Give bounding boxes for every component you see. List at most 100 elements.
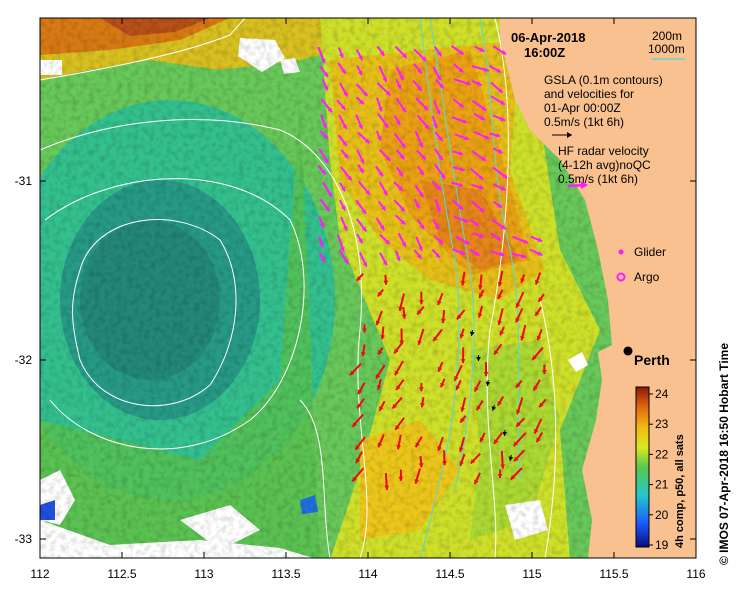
x-tick-label: 113: [194, 567, 213, 581]
model-arrow: [479, 432, 486, 443]
model-arrow: [394, 360, 404, 376]
hf-arrow: [321, 79, 329, 91]
hf-arrow: [321, 181, 333, 198]
model-arrow: [391, 396, 403, 410]
hf-arrow: [433, 234, 444, 245]
model-arrow: [515, 307, 524, 323]
hf-arrow: [377, 200, 387, 211]
model-arrow: [516, 397, 524, 415]
hf-arrow: [434, 163, 446, 180]
hf-arrow: [319, 65, 329, 78]
model-arrow: [459, 328, 465, 339]
model-arrow: [375, 364, 386, 380]
hf-arrow: [339, 182, 346, 192]
model-arrow: [394, 417, 405, 431]
model-arrow: [442, 450, 447, 466]
y-tick-label: -32: [15, 353, 33, 367]
hf-arrow: [338, 114, 348, 130]
hf-arrow: [355, 49, 364, 61]
hf-arrow: [339, 82, 349, 97]
model-arrow: [520, 324, 527, 341]
model-arrow: [493, 431, 503, 445]
hf-arrow: [378, 65, 388, 83]
gsla-legend-line-1: GSLA (0.1m contours): [544, 73, 663, 87]
model-arrow: [534, 272, 542, 285]
hf-arrow: [489, 132, 501, 138]
gsla-legend-arrow: [552, 132, 572, 138]
hf-arrow: [530, 235, 543, 243]
hf-arrow: [490, 81, 504, 94]
hf-arrow: [393, 199, 406, 213]
model-arrow: [418, 455, 424, 468]
hf-arrow: [355, 218, 368, 232]
hf-arrow: [336, 99, 347, 111]
hf-arrow: [434, 199, 441, 213]
hf-arrow: [337, 47, 344, 59]
model-arrow: [355, 451, 363, 464]
gsla-arrow: [491, 404, 497, 411]
model-arrow: [473, 380, 482, 393]
model-arrow: [477, 305, 484, 318]
glider-marker: [618, 249, 624, 255]
hf-arrow: [355, 199, 367, 215]
model-arrow: [469, 452, 481, 465]
model-arrow: [497, 270, 504, 287]
hf-arrow: [433, 148, 444, 161]
model-arrow: [533, 418, 543, 434]
hf-arrow: [469, 248, 480, 257]
model-arrow: [440, 309, 446, 324]
hf-arrow: [355, 114, 363, 130]
hf-arrow: [356, 65, 363, 76]
model-arrow: [535, 432, 544, 443]
hf-arrow: [395, 166, 404, 178]
hf-arrow: [432, 218, 440, 230]
hf-arrow: [413, 63, 423, 75]
colorbar-ticks: 24 23 22 21 20 19: [649, 387, 669, 552]
hf-arrow: [359, 252, 368, 268]
x-axis: 112 112.5 113 113.5 114 114.5 115 115.5 116: [30, 18, 706, 581]
hf-arrow: [395, 66, 405, 81]
hf-arrow: [338, 249, 350, 265]
hf-arrow: [318, 216, 325, 228]
model-arrow: [515, 417, 526, 428]
hf-arrow: [492, 147, 503, 154]
hf-arrow: [376, 82, 391, 96]
hf-arrow: [395, 250, 401, 262]
model-arrow: [478, 289, 485, 299]
hf-arrow: [472, 232, 484, 238]
hf-arrow: [431, 248, 441, 259]
hf-arrow: [416, 165, 425, 176]
hf-arrow: [319, 198, 331, 212]
hf-arrow: [452, 248, 466, 256]
x-tick-label: 116: [686, 567, 705, 581]
hf-arrow: [452, 150, 464, 156]
contour-legend-shallow: 1000m: [648, 42, 685, 56]
model-arrow: [459, 415, 467, 424]
model-arrow: [542, 364, 547, 375]
model-arrow: [383, 274, 389, 285]
hf-arrow: [336, 234, 345, 252]
hf-arrow: [453, 63, 464, 74]
hf-arrow: [454, 133, 470, 141]
hf-arrow: [320, 114, 327, 129]
gsla-legend-line-4: 0.5m/s (1kt 6h): [544, 115, 624, 129]
x-tick-label: 114: [358, 567, 377, 581]
colorbar: [635, 386, 650, 548]
hf-arrow: [473, 130, 490, 140]
hf-arrow: [471, 99, 487, 112]
hf-arrow: [355, 96, 365, 106]
model-arrow: [432, 328, 443, 342]
gsla-velocity-arrows: [469, 329, 514, 461]
contour-legend-deep: 200m: [652, 29, 682, 43]
colorbar-tick-label: 23: [655, 417, 669, 431]
gsla-arrow: [508, 454, 514, 461]
sst-field: [40, 18, 696, 558]
model-arrow: [460, 347, 466, 364]
x-tick-label: 115: [522, 567, 541, 581]
gsla-legend-line-2: and velocities for: [544, 87, 634, 101]
hf-arrow: [317, 46, 326, 64]
hf-arrow: [434, 78, 445, 90]
glider-label: Glider: [634, 245, 666, 259]
hf-arrow: [431, 115, 438, 129]
hf-arrow: [413, 48, 427, 62]
